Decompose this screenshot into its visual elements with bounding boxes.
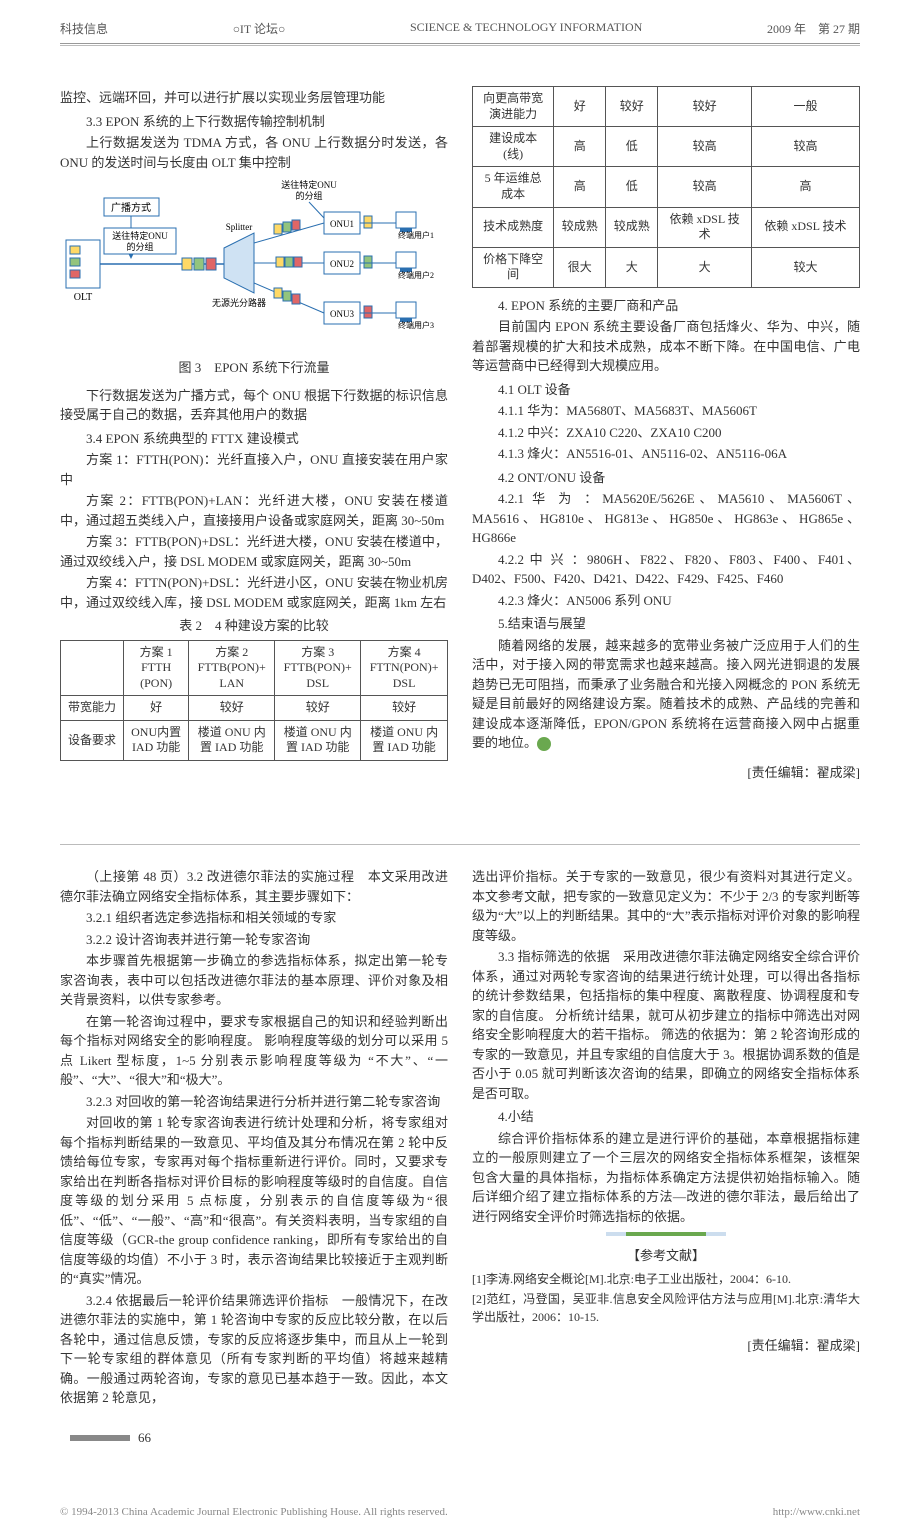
page-number: 66 [138,1430,151,1446]
heading-4: 4. EPON 系统的主要厂商和产品 [472,296,860,316]
user1-label: 终端用户1 [398,230,434,240]
reference-rule-icon [472,1232,860,1236]
table-2-continued: 向更高带宽 演进能力好较好较好一般 建设成本 (线)高低较高较高 5 年运维总 … [472,86,860,288]
page-header: 科技信息 ○IT 论坛○ SCIENCE & TECHNOLOGY INFORM… [60,20,860,44]
upper-right-column: 向更高带宽 演进能力好较好较好一般 建设成本 (线)高低较高较高 5 年运维总 … [472,86,860,784]
user2-label: 终端用户2 [398,270,434,280]
list-item: 4.1.1 华为：MA5680T、MA5683T、MA5606T [472,401,860,421]
para: （上接第 48 页）3.2 改进德尔菲法的实施过程 本文采用改进德尔菲法确立网络… [60,867,448,906]
heading-3-3-lower: 3.3 指标筛选的依据 采用改进德尔菲法确定网络安全综合评价体系，通过对两轮专家… [472,947,860,1103]
list-item: 4.2.1 华 为 ：MA5620E/5626E、MA5610、MA5606T、… [472,489,860,548]
heading-5: 5.结束语与展望 [472,614,860,634]
table-2-caption: 表 2 4 种建设方案的比较 [60,616,448,636]
page-number-block: 66 [70,1430,860,1446]
onu1-label: ONU1 [330,219,354,229]
page-number-rule-icon [70,1435,130,1441]
lower-article: （上接第 48 页）3.2 改进德尔菲法的实施过程 本文采用改进德尔菲法确立网络… [60,865,860,1410]
heading-3-2-1: 3.2.1 组织者选定参选指标和相关领域的专家 [60,908,448,928]
top-label-2: 的分组 [295,190,322,201]
figure-3-caption: 图 3 EPON 系统下行流量 [60,358,448,378]
heading-4-summary: 4.小结 [472,1107,860,1127]
upper-left-column: 监控、远端环回，并可以进行扩展以实现业务层管理功能 3.3 EPON 系统的上下… [60,86,448,784]
upper-article: 监控、远端环回，并可以进行扩展以实现业务层管理功能 3.3 EPON 系统的上下… [60,86,860,784]
heading-3-3: 3.3 EPON 系统的上下行数据传输控制机制 [60,112,448,132]
table-row: 价格下降空 间很大大大较大 [473,247,860,287]
table-2: 方案 1 FTTH (PON) 方案 2 FTTB(PON)+ LAN 方案 3… [60,640,448,762]
para: 综合评价指标体系的建立是进行评价的基础，本章根据指标建立的一般原则建立了一个三层… [472,1129,860,1227]
table-row: 带宽能力 好 较好 较好 较好 [61,696,448,721]
page-footer: © 1994-2013 China Academic Journal Elect… [0,1506,920,1538]
header-center-left: ○IT 论坛○ [233,20,286,37]
scheme-2: 方案 2：FTTB(PON)+LAN：光纤进大楼，ONU 安装在楼道中，通过超五… [60,491,448,530]
list-item: 4.2.2 中 兴 ：9806H、F822、F820、F803、F400、F40… [472,550,860,589]
para: 对回收的第 1 轮专家咨询表进行统计处理和分析，将专家组对每个指标判断结果的一致… [60,1113,448,1289]
para: 上行数据发送为 TDMA 方式，各 ONU 上行数据分时发送，各 ONU 的发送… [60,133,448,172]
editor-credit-lower: [责任编辑：翟成梁] [472,1336,860,1356]
para: 本步骤首先根据第一步确立的参选指标体系，拟定出第一轮专家咨询表，表中可以包括改进… [60,951,448,1010]
header-right: 2009 年 第 27 期 [767,20,860,37]
olt-label: OLT [74,292,93,303]
heading-3-4: 3.4 EPON 系统典型的 FTTX 建设模式 [60,429,448,449]
user3-label: 终端用户3 [398,320,434,330]
heading-3-2-4: 3.2.4 依据最后一轮评价结果筛选评价指标 一般情况下，在改进德尔菲法的实施中… [60,1291,448,1408]
lower-left-column: （上接第 48 页）3.2 改进德尔菲法的实施过程 本文采用改进德尔菲法确立网络… [60,865,448,1410]
end-mark-icon: 科 [537,737,551,751]
list-item: 4.1.2 中兴：ZXA10 C220、ZXA10 C200 [472,423,860,443]
top-label-1: 送往特定ONU [281,179,337,190]
header-center: SCIENCE & TECHNOLOGY INFORMATION [410,20,642,37]
heading-3-2-3: 3.2.3 对回收的第一轮咨询结果进行分析并进行第二轮专家咨询 [60,1092,448,1112]
onu3-label: ONU3 [330,309,354,319]
para: 选出评价指标。关于专家的一致意见，很少有资料对其进行定义。本文参考文献，把专家的… [472,867,860,945]
specific-label-2: 的分组 [126,241,153,252]
splitter-label-bottom: 无源光分路器 [212,297,266,308]
table-row: 方案 1 FTTH (PON) 方案 2 FTTB(PON)+ LAN 方案 3… [61,640,448,696]
para-text: 随着网络的发展，越来越多的宽带业务被广泛应用于人们的生活中，对于接入网的带宽需求… [472,638,860,751]
heading-4-1: 4.1 OLT 设备 [472,380,860,400]
table-row: 建设成本 (线)高低较高较高 [473,127,860,167]
table-row: 设备要求 ONU内置 IAD 功能 楼道 ONU 内 置 IAD 功能 楼道 O… [61,720,448,760]
references-heading: 【参考文献】 [472,1246,860,1266]
footer-url: http://www.cnki.net [773,1506,860,1518]
table-row: 5 年运维总 成本高低较高高 [473,167,860,207]
reference-1: [1]李涛.网络安全概论[M].北京:电子工业出版社，2004：6-10. [472,1270,860,1288]
figure-3-diagram: OLT 广播方式 送往特定ONU 的分组 送往特定ONU [60,178,448,352]
para: 下行数据发送为广播方式，每个 ONU 根据下行数据的标识信息接受属于自己的数据，… [60,386,448,425]
broadcast-label: 广播方式 [111,201,151,214]
para: 监控、远端环回，并可以进行扩展以实现业务层管理功能 [60,88,448,108]
scheme-4: 方案 4：FTTN(PON)+DSL：光纤进小区，ONU 安装在物业机房中，通过… [60,573,448,612]
article-separator [60,844,860,845]
para: 目前国内 EPON 系统主要设备厂商包括烽火、华为、中兴，随着部署规模的扩大和技… [472,317,860,376]
para: 随着网络的发展，越来越多的宽带业务被广泛应用于人们的生活中，对于接入网的带宽需求… [472,636,860,753]
onu2-label: ONU2 [330,259,354,269]
table-row: 向更高带宽 演进能力好较好较好一般 [473,87,860,127]
para: 在第一轮咨询过程中，要求专家根据自己的知识和经验判断出每个指标对网络安全的影响程… [60,1012,448,1090]
heading-4-2: 4.2 ONT/ONU 设备 [472,468,860,488]
scheme-3: 方案 3：FTTB(PON)+DSL：光纤进大楼，ONU 安装在楼道中，通过双绞… [60,532,448,571]
table-row: 技术成熟度较成熟较成熟依赖 xDSL 技 术依赖 xDSL 技术 [473,207,860,247]
list-item: 4.1.3 烽火：AN5516-01、AN5116-02、AN5116-06A [472,444,860,464]
list-item: 4.2.3 烽火：AN5006 系列 ONU [472,591,860,611]
splitter-label-top: Splitter [226,222,253,232]
reference-2: [2]范红，冯登国，吴亚非.信息安全风险评估方法与应用[M].北京:清华大学出版… [472,1290,860,1326]
footer-copyright: © 1994-2013 China Academic Journal Elect… [60,1506,448,1518]
header-left: 科技信息 [60,20,108,37]
lower-right-column: 选出评价指标。关于专家的一致意见，很少有资料对其进行定义。本文参考文献，把专家的… [472,865,860,1410]
specific-label-1: 送往特定ONU [112,230,168,241]
editor-credit: [责任编辑：翟成梁] [472,763,860,783]
heading-3-2-2: 3.2.2 设计咨询表并进行第一轮专家咨询 [60,930,448,950]
scheme-1: 方案 1：FTTH(PON)：光纤直接入户，ONU 直接安装在用户家中 [60,450,448,489]
